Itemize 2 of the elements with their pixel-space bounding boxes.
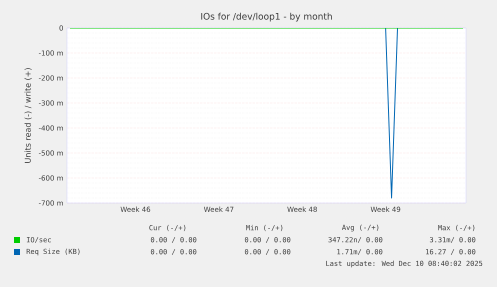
chart-title: IOs for /dev/loop1 - by month (201, 12, 332, 22)
y-axis-title: Units read (-) / write (+) (24, 68, 32, 163)
